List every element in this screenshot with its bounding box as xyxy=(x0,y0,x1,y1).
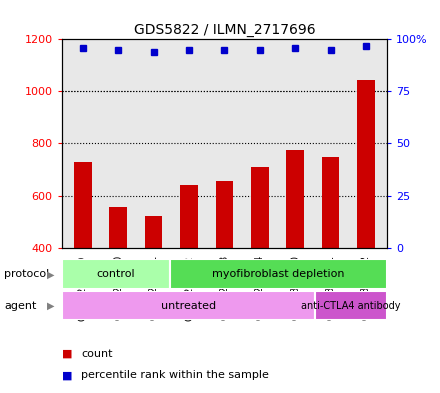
Text: control: control xyxy=(96,269,135,279)
Bar xyxy=(145,216,162,248)
Bar xyxy=(62,291,315,320)
Text: anti-CTLA4 antibody: anti-CTLA4 antibody xyxy=(301,301,401,310)
Bar xyxy=(251,167,269,248)
Text: ■: ■ xyxy=(62,349,72,359)
Bar xyxy=(180,185,198,248)
Bar xyxy=(216,181,233,248)
Bar xyxy=(322,157,339,248)
Text: ■: ■ xyxy=(62,370,72,380)
Text: ▶: ▶ xyxy=(47,301,55,311)
Bar xyxy=(357,80,375,248)
Text: agent: agent xyxy=(4,301,37,311)
Text: ▶: ▶ xyxy=(47,269,55,279)
Bar xyxy=(62,259,170,289)
Bar xyxy=(315,291,387,320)
Bar xyxy=(286,150,304,248)
Text: protocol: protocol xyxy=(4,269,50,279)
Bar xyxy=(74,162,92,248)
Text: untreated: untreated xyxy=(161,301,216,310)
Text: percentile rank within the sample: percentile rank within the sample xyxy=(81,370,269,380)
Bar xyxy=(110,208,127,248)
Title: GDS5822 / ILMN_2717696: GDS5822 / ILMN_2717696 xyxy=(134,23,315,37)
Text: count: count xyxy=(81,349,113,359)
Bar xyxy=(170,259,387,289)
Text: myofibroblast depletion: myofibroblast depletion xyxy=(213,269,345,279)
